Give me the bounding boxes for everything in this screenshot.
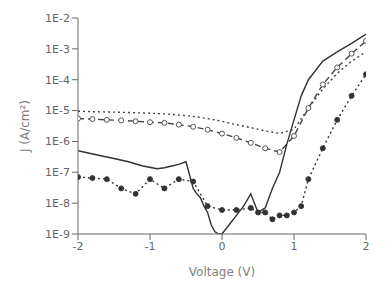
- svg-text:1: 1: [291, 240, 298, 253]
- svg-text:0: 0: [219, 240, 226, 253]
- svg-text:1E-8: 1E-8: [45, 197, 70, 210]
- svg-text:1E-9: 1E-9: [45, 228, 70, 241]
- svg-text:1E-5: 1E-5: [45, 104, 70, 117]
- svg-text:2: 2: [363, 240, 370, 253]
- svg-text:1E-4: 1E-4: [45, 74, 70, 87]
- svg-text:Voltage (V): Voltage (V): [189, 265, 255, 279]
- svg-text:1E-3: 1E-3: [45, 43, 70, 56]
- svg-text:1E-2: 1E-2: [45, 12, 70, 25]
- svg-text:1E-6: 1E-6: [45, 135, 70, 148]
- svg-text:1E-7: 1E-7: [45, 166, 70, 179]
- svg-text:-1: -1: [145, 240, 156, 253]
- svg-text:-2: -2: [73, 240, 84, 253]
- svg-text:J (A/cm²): J (A/cm²): [18, 100, 32, 153]
